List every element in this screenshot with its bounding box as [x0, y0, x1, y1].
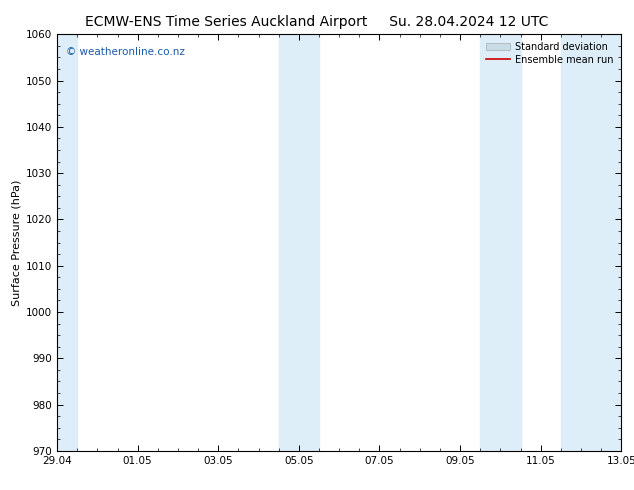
- Y-axis label: Surface Pressure (hPa): Surface Pressure (hPa): [12, 179, 22, 306]
- Legend: Standard deviation, Ensemble mean run: Standard deviation, Ensemble mean run: [483, 39, 616, 68]
- Bar: [55, 34, 77, 451]
- Bar: [481, 34, 521, 451]
- Text: © weatheronline.co.nz: © weatheronline.co.nz: [65, 47, 184, 57]
- Bar: [279, 34, 319, 451]
- Text: ECMW-ENS Time Series Auckland Airport     Su. 28.04.2024 12 UTC: ECMW-ENS Time Series Auckland Airport Su…: [86, 15, 548, 29]
- Bar: [561, 34, 623, 451]
